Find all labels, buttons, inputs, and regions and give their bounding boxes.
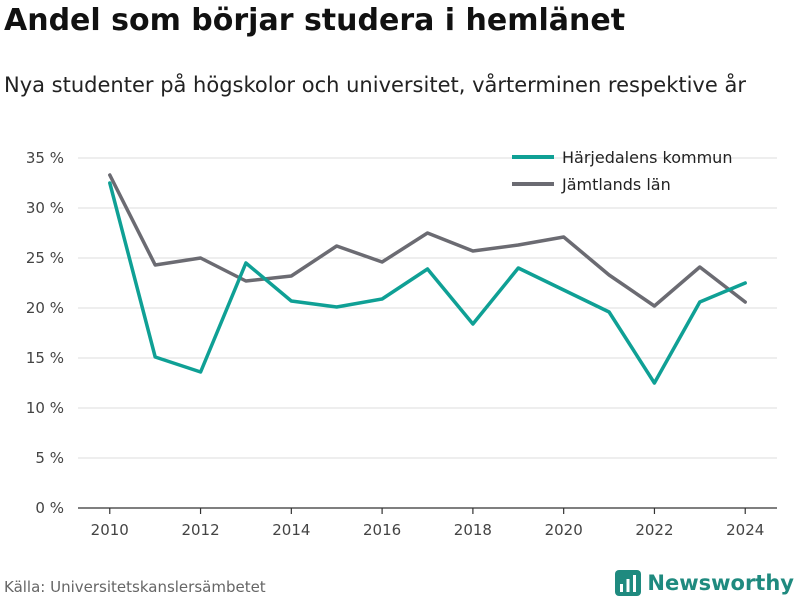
x-tick-label: 2020 xyxy=(545,521,583,539)
axes: 0 % 5 % 10 % 15 % 20 % 25 % 30 % 35 % 2010 2012 20… xyxy=(26,149,777,539)
y-tick-label: 30 % xyxy=(26,199,64,217)
x-tick-label: 2022 xyxy=(635,521,673,539)
series-line-jamtlands-lan xyxy=(108,173,747,308)
brand-name: Newsworthy xyxy=(647,571,794,595)
chart-title: Andel som börjar studera i hemlänet xyxy=(4,3,626,38)
gridlines xyxy=(78,157,777,459)
y-tick-label: 35 % xyxy=(26,149,64,167)
y-tick-label: 10 % xyxy=(26,399,64,417)
x-tick-label: 2010 xyxy=(91,521,129,539)
y-tick-label: 25 % xyxy=(26,249,64,267)
newsworthy-logo-icon xyxy=(615,570,642,596)
y-tick-label: 20 % xyxy=(26,299,64,317)
source-note: Källa: Universitetskanslersämbetet xyxy=(4,578,266,596)
series-lines xyxy=(108,173,747,385)
y-tick-label: 15 % xyxy=(26,349,64,367)
x-tick-label: 2012 xyxy=(181,521,219,539)
legend-label-jamtlands-lan: Jämtlands län xyxy=(561,175,671,194)
legend-label-harjedalens-kommun: Härjedalens kommun xyxy=(562,148,732,167)
x-tick-label: 2014 xyxy=(272,521,310,539)
brand-logo: Newsworthy xyxy=(615,569,794,597)
x-tick-label: 2024 xyxy=(726,521,764,539)
y-tick-label: 0 % xyxy=(35,499,64,517)
series-line-harjedalens-kommun xyxy=(108,181,747,385)
chart-subtitle: Nya studenter på högskolor och universit… xyxy=(4,73,746,97)
legend: Härjedalens kommun Jämtlands län xyxy=(512,148,732,194)
x-tick-label: 2018 xyxy=(454,521,492,539)
x-tick-label: 2016 xyxy=(363,521,401,539)
y-tick-label: 5 % xyxy=(35,449,64,467)
